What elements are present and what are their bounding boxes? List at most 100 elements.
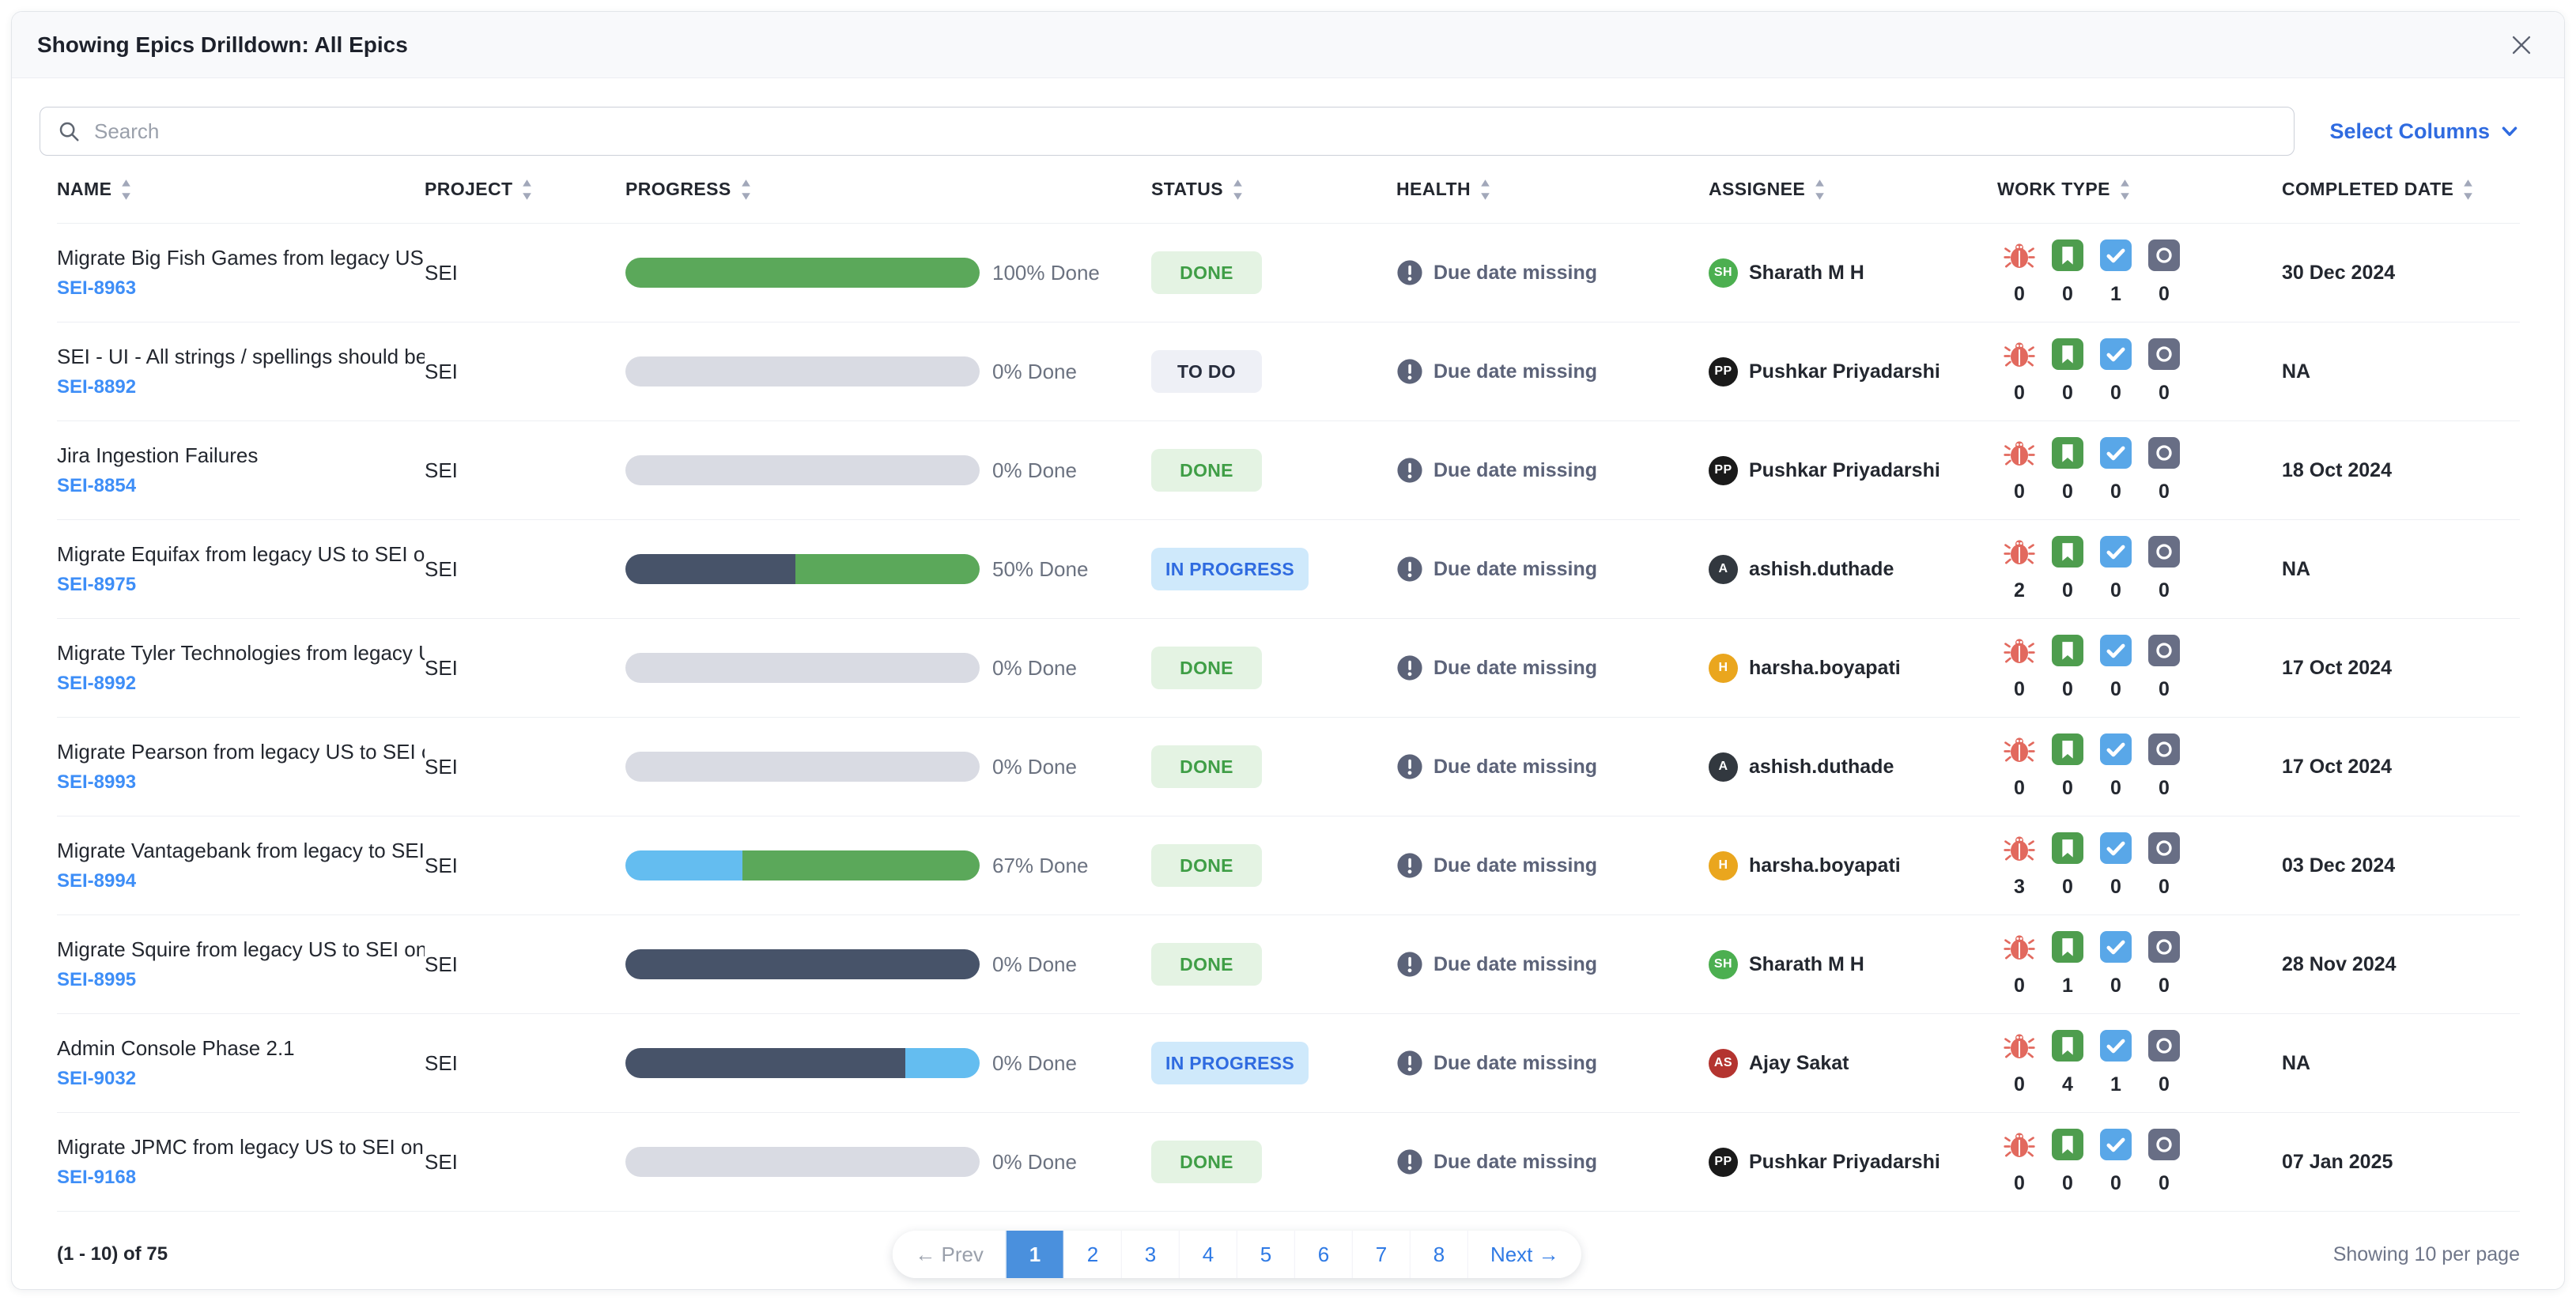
- column-header-status[interactable]: STATUS: [1151, 179, 1396, 201]
- story-icon: [2052, 832, 2083, 864]
- avatar: H: [1709, 653, 1738, 683]
- completed-date-cell: 17 Oct 2024: [2282, 657, 2520, 680]
- epic-link[interactable]: SEI-9032: [57, 1068, 137, 1089]
- progress-segment: [742, 850, 980, 881]
- assignee-cell: SH Sharath M H: [1709, 949, 1997, 979]
- project-cell: SEI: [425, 1051, 625, 1076]
- bug-icon: [2004, 540, 2035, 564]
- pagination-next-button[interactable]: Next →: [1467, 1231, 1581, 1278]
- worktype-count: 0: [2110, 1172, 2121, 1194]
- worktype-count: 0: [2014, 975, 2025, 997]
- worktype-task: 0: [2100, 536, 2132, 602]
- epic-link[interactable]: SEI-8992: [57, 673, 137, 694]
- epic-name: Migrate Squire from legacy US to SEI on …: [57, 937, 425, 961]
- due-date-warning-icon: [1397, 359, 1422, 384]
- bug-icon: [2004, 441, 2035, 466]
- progress-segment: [795, 554, 980, 584]
- worktype-task: 0: [2100, 1129, 2132, 1195]
- pagination-page-5[interactable]: 5: [1236, 1231, 1294, 1278]
- bug-icon: [2004, 1133, 2035, 1157]
- worktype-cell: 3 0 0 0: [1997, 832, 2282, 899]
- column-header-completed[interactable]: COMPLETED DATE: [2282, 179, 2520, 201]
- epic-link[interactable]: SEI-8854: [57, 475, 137, 496]
- column-header-label: WORK TYPE: [1997, 179, 2110, 199]
- assignee-cell: PP Pushkar Priyadarshi: [1709, 1147, 1997, 1177]
- health-indicator: Due date missing: [1396, 852, 1709, 879]
- epic-icon: [2148, 635, 2180, 666]
- pagination-prev-button[interactable]: ← Prev: [893, 1231, 1006, 1278]
- health-indicator: Due date missing: [1396, 358, 1709, 385]
- completed-date: 07 Jan 2025: [2282, 1150, 2393, 1173]
- epic-link[interactable]: SEI-8993: [57, 771, 137, 793]
- pagination-page-7[interactable]: 7: [1351, 1231, 1410, 1278]
- select-columns-button[interactable]: Select Columns: [2329, 119, 2520, 144]
- epic-link[interactable]: SEI-9168: [57, 1167, 137, 1188]
- completed-date-cell: 17 Oct 2024: [2282, 756, 2520, 779]
- epic-icon: [2148, 931, 2180, 963]
- health-cell: Due date missing: [1396, 654, 1709, 681]
- worktype-story: 0: [2052, 536, 2083, 602]
- project-label: SEI: [425, 458, 458, 482]
- epic-icon: [2148, 338, 2180, 370]
- project-cell: SEI: [425, 360, 625, 384]
- progress-label: 0% Done: [992, 458, 1077, 482]
- progress-segment: [625, 1048, 905, 1078]
- worktype-bug: 2: [2004, 536, 2035, 602]
- avatar: PP: [1709, 356, 1738, 387]
- status-cell: DONE: [1151, 1141, 1396, 1183]
- worktype-count: 0: [2062, 481, 2073, 503]
- search-input[interactable]: [40, 107, 2295, 156]
- worktype-cell: 0 1 0 0: [1997, 931, 2282, 997]
- task-icon: [2100, 931, 2132, 963]
- worktype-task: 0: [2100, 733, 2132, 800]
- status-cell: TO DO: [1151, 350, 1396, 393]
- pagination-page-1[interactable]: 1: [1005, 1231, 1063, 1278]
- column-header-progress[interactable]: PROGRESS: [625, 179, 1151, 201]
- epic-link[interactable]: SEI-8963: [57, 277, 137, 299]
- progress-label: 100% Done: [992, 260, 1100, 285]
- column-header-health[interactable]: HEALTH: [1396, 179, 1709, 201]
- epic-link[interactable]: SEI-8975: [57, 574, 137, 595]
- health-cell: Due date missing: [1396, 951, 1709, 978]
- column-header-project[interactable]: PROJECT: [425, 179, 625, 201]
- assignee-cell: SH Sharath M H: [1709, 258, 1997, 288]
- bug-icon: [2004, 935, 2035, 960]
- name-cell: Migrate Vantagebank from legacy to SEI o…: [57, 839, 425, 892]
- progress-segment: [625, 1147, 980, 1177]
- column-header-assignee[interactable]: ASSIGNEE: [1709, 179, 1997, 201]
- column-header-worktype[interactable]: WORK TYPE: [1997, 179, 2282, 201]
- completed-date: NA: [2282, 360, 2311, 383]
- health-cell: Due date missing: [1396, 1148, 1709, 1175]
- health-label: Due date missing: [1433, 360, 1597, 383]
- worktype-count: 0: [2062, 876, 2073, 898]
- pagination-page-3[interactable]: 3: [1120, 1231, 1179, 1278]
- pagination-page-2[interactable]: 2: [1063, 1231, 1121, 1278]
- avatar: A: [1709, 554, 1738, 584]
- pagination-page-6[interactable]: 6: [1294, 1231, 1352, 1278]
- story-icon: [2052, 1030, 2083, 1062]
- epic-link[interactable]: SEI-8892: [57, 376, 137, 398]
- story-icon: [2052, 635, 2083, 666]
- worktype-cell: 0 0 0 0: [1997, 635, 2282, 701]
- pagination-page-4[interactable]: 4: [1178, 1231, 1237, 1278]
- worktype-count: 0: [2159, 975, 2170, 997]
- worktype-count: 0: [2159, 777, 2170, 799]
- name-cell: SEI - UI - All strings / spellings shoul…: [57, 345, 425, 398]
- epic-name: Migrate Big Fish Games from legacy US to…: [57, 246, 425, 270]
- column-header-name[interactable]: NAME: [57, 179, 425, 201]
- worktype-count: 0: [2062, 579, 2073, 601]
- pagination-page-8[interactable]: 8: [1409, 1231, 1467, 1278]
- health-cell: Due date missing: [1396, 259, 1709, 286]
- project-cell: SEI: [425, 1150, 625, 1175]
- due-date-warning-icon: [1397, 1050, 1422, 1076]
- close-button[interactable]: [2504, 28, 2539, 62]
- epic-link[interactable]: SEI-8995: [57, 969, 137, 990]
- worktype-story: 0: [2052, 635, 2083, 701]
- epic-link[interactable]: SEI-8994: [57, 870, 137, 892]
- worktype-story: 1: [2052, 931, 2083, 997]
- worktype-epic: 0: [2148, 1129, 2180, 1195]
- progress-segment: [625, 554, 796, 584]
